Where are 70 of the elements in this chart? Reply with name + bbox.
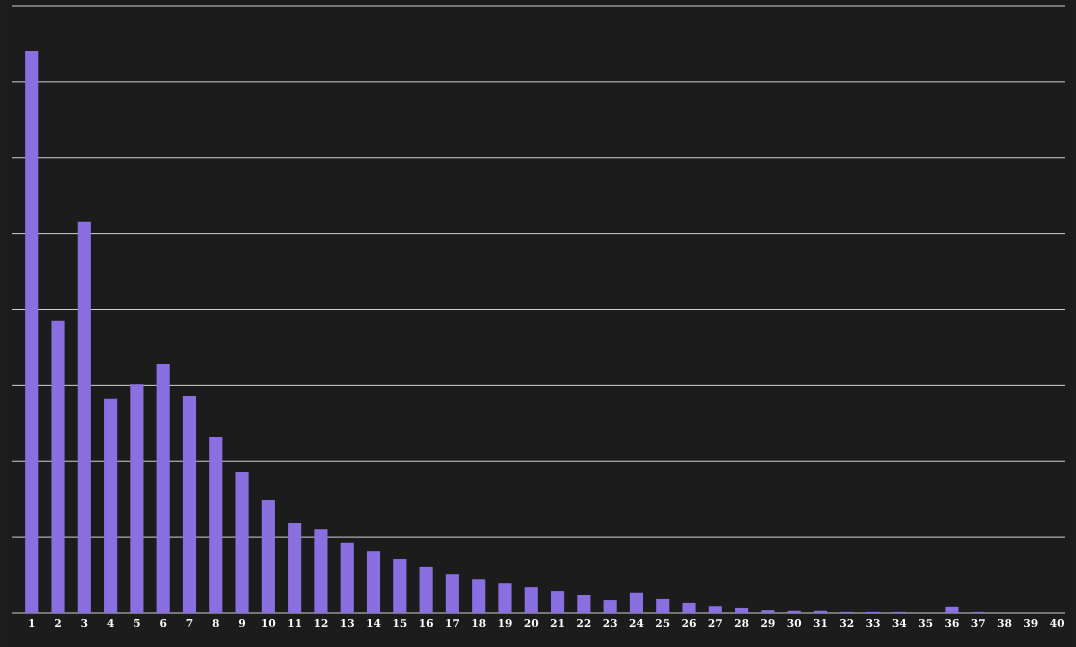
bar [393, 559, 407, 613]
x-tick-label: 1 [29, 619, 35, 627]
bar [314, 529, 328, 613]
bar [340, 542, 354, 613]
bar [209, 437, 223, 613]
x-tick-label: 36 [945, 619, 959, 628]
x-tick-label: 20 [524, 619, 539, 628]
x-tick-label: 4 [107, 619, 114, 627]
x-tick-label: 2 [55, 619, 61, 627]
bar [77, 221, 91, 613]
x-tick-label: 13 [341, 619, 354, 628]
x-tick-label: 21 [550, 619, 564, 627]
x-tick-label: 12 [314, 619, 328, 627]
x-tick-label: 18 [472, 619, 486, 628]
bar [104, 398, 118, 613]
bar [708, 606, 722, 613]
x-tick-label: 8 [212, 619, 219, 628]
bar [524, 587, 538, 613]
x-tick-label: 32 [840, 619, 854, 628]
x-tick-label: 34 [892, 619, 907, 628]
x-tick-label: 30 [787, 619, 802, 628]
bar [735, 607, 749, 613]
bar [761, 610, 775, 613]
x-tick-label: 35 [918, 619, 933, 628]
x-tick-label: 31 [813, 619, 827, 628]
x-tick-label: 25 [656, 619, 670, 628]
bar [156, 364, 170, 613]
x-tick-label: 29 [761, 619, 775, 628]
x-tick-label: 11 [288, 619, 302, 627]
x-tick-label: 22 [577, 619, 591, 627]
bar [498, 583, 512, 613]
x-tick-label: 17 [446, 619, 459, 627]
x-tick-label: 16 [419, 619, 433, 628]
x-tick-label: 9 [238, 619, 246, 628]
x-tick-label: 19 [498, 619, 512, 628]
x-tick-label: 10 [262, 619, 276, 628]
bar [419, 566, 433, 613]
bar [366, 551, 381, 613]
x-tick-label: 28 [734, 619, 749, 628]
x-tick-label: 15 [393, 619, 407, 628]
x-tick-label: 3 [81, 619, 88, 628]
x-tick-label: 24 [629, 619, 644, 627]
bar [182, 396, 197, 613]
x-tick-label: 5 [134, 619, 140, 627]
x-tick-label: 27 [708, 619, 722, 627]
bar [656, 598, 670, 613]
x-tick-label: 23 [603, 619, 617, 628]
bar [25, 50, 39, 613]
x-tick-label: 39 [1024, 619, 1038, 628]
bar [445, 574, 459, 613]
bar [472, 579, 486, 613]
bar [51, 320, 65, 613]
x-tick-label: 40 [1050, 619, 1065, 628]
x-tick-label: 26 [682, 619, 696, 628]
x-tick-label: 33 [866, 619, 880, 628]
bar [235, 471, 249, 613]
bar [577, 595, 591, 613]
x-tick-label: 37 [971, 619, 985, 628]
bar [288, 523, 302, 613]
x-tick-label: 6 [160, 619, 167, 628]
bar [550, 591, 565, 613]
x-tick-label: 14 [367, 619, 381, 627]
bar [603, 600, 617, 613]
bar [945, 606, 959, 613]
bar [130, 384, 144, 613]
x-tick-label: 7 [186, 619, 193, 627]
bar [629, 592, 644, 613]
x-tick-label: 38 [997, 619, 1012, 628]
bar [261, 500, 275, 613]
bar [682, 602, 696, 613]
